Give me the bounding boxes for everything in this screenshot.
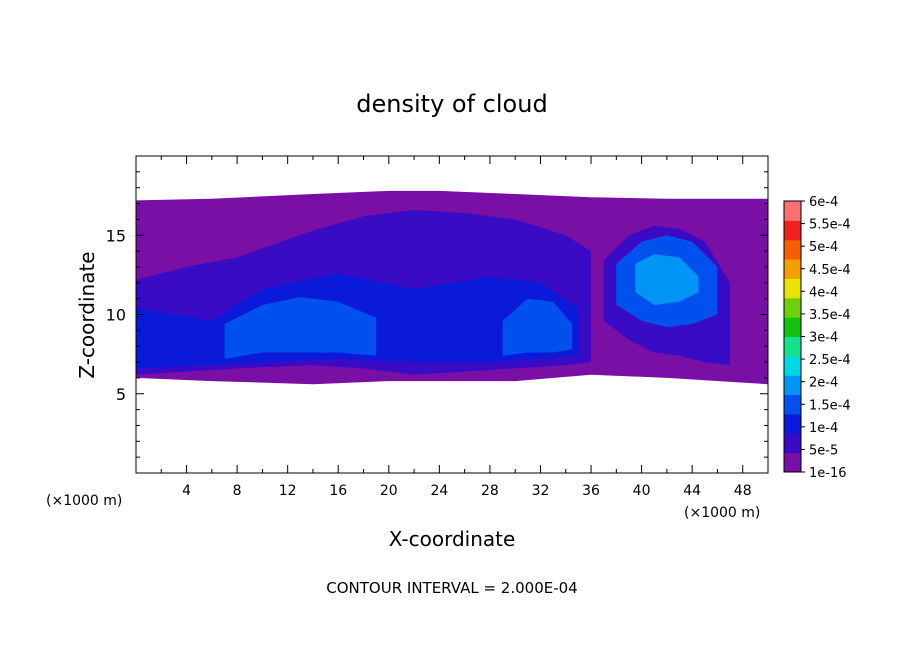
contour-interval-note: CONTOUR INTERVAL = 2.000E-04 xyxy=(326,579,577,597)
x-axis-label: X-coordinate xyxy=(389,527,516,551)
colorbar-swatch xyxy=(784,452,801,473)
y-tick-label: 15 xyxy=(106,226,126,245)
y-axis-label: Z-coordinate xyxy=(75,251,99,378)
x-tick-label: 20 xyxy=(380,483,398,499)
x-tick-label: 48 xyxy=(734,483,752,499)
x-tick-label: 36 xyxy=(582,483,600,499)
contour-region-right-cloud-core xyxy=(635,254,699,305)
colorbar-swatch xyxy=(784,220,801,241)
colorbar-swatch xyxy=(784,413,801,434)
x-tick-label: 32 xyxy=(532,483,550,499)
colorbar-label: 3.5e-4 xyxy=(809,308,851,323)
colorbar-label: 3e-4 xyxy=(809,331,838,346)
colorbar-swatch xyxy=(784,259,801,279)
colorbar-swatch xyxy=(784,375,801,396)
x-tick-label: 8 xyxy=(233,483,242,499)
colorbar-swatch xyxy=(784,336,801,357)
x-axis-ticks: 4 8 12 16 20 24 28 32 36 40 44 48 xyxy=(160,156,752,499)
chart-title: density of cloud xyxy=(356,90,547,118)
colorbar-label: 1e-4 xyxy=(809,421,838,436)
colorbar-label: 1.5e-4 xyxy=(809,398,851,413)
x-tick-label: 12 xyxy=(279,483,297,499)
x-tick-label: 40 xyxy=(633,483,651,499)
y-tick-label: 5 xyxy=(116,385,126,404)
y-tick-label: 10 xyxy=(106,306,126,325)
colorbar-swatch xyxy=(784,394,801,415)
x-tick-label: 16 xyxy=(329,483,347,499)
x-tick-label: 24 xyxy=(430,483,448,499)
colorbar-label: 4e-4 xyxy=(809,285,838,300)
colorbar-label: 5.5e-4 xyxy=(809,218,851,233)
x-tick-label: 4 xyxy=(182,483,191,499)
colorbar: 1e-16 5e-5 1e-4 1.5e-4 2e-4 2.5e-4 3e-4 3.5e-4 4… xyxy=(783,195,851,481)
colorbar-label: 6e-4 xyxy=(809,195,838,210)
x-tick-label: 44 xyxy=(683,483,701,499)
colorbar-swatch xyxy=(784,278,801,299)
colorbar-swatch xyxy=(784,317,801,337)
colorbar-label: 2e-4 xyxy=(809,376,838,391)
colorbar-label: 4.5e-4 xyxy=(809,263,851,278)
x-unit-label-right: (×1000 m) xyxy=(684,505,760,521)
y-axis-ticks: 5 10 15 xyxy=(106,171,768,458)
contour-region-middle-lobe xyxy=(502,298,573,356)
density-contours xyxy=(136,190,768,385)
colorbar-label: 5e-4 xyxy=(809,240,838,255)
x-unit-label-left: (×1000 m) xyxy=(46,493,122,509)
contour-region-left-lobe xyxy=(224,297,377,359)
colorbar-swatch xyxy=(784,433,801,454)
colorbar-swatch xyxy=(784,239,801,260)
colorbar-label: 5e-5 xyxy=(809,443,838,458)
x-tick-label: 28 xyxy=(481,483,499,499)
colorbar-label: 1e-16 xyxy=(809,466,847,481)
colorbar-swatch xyxy=(784,297,801,318)
colorbar-label: 2.5e-4 xyxy=(809,353,851,368)
colorbar-swatch xyxy=(784,201,801,221)
colorbar-swatch xyxy=(784,355,801,376)
